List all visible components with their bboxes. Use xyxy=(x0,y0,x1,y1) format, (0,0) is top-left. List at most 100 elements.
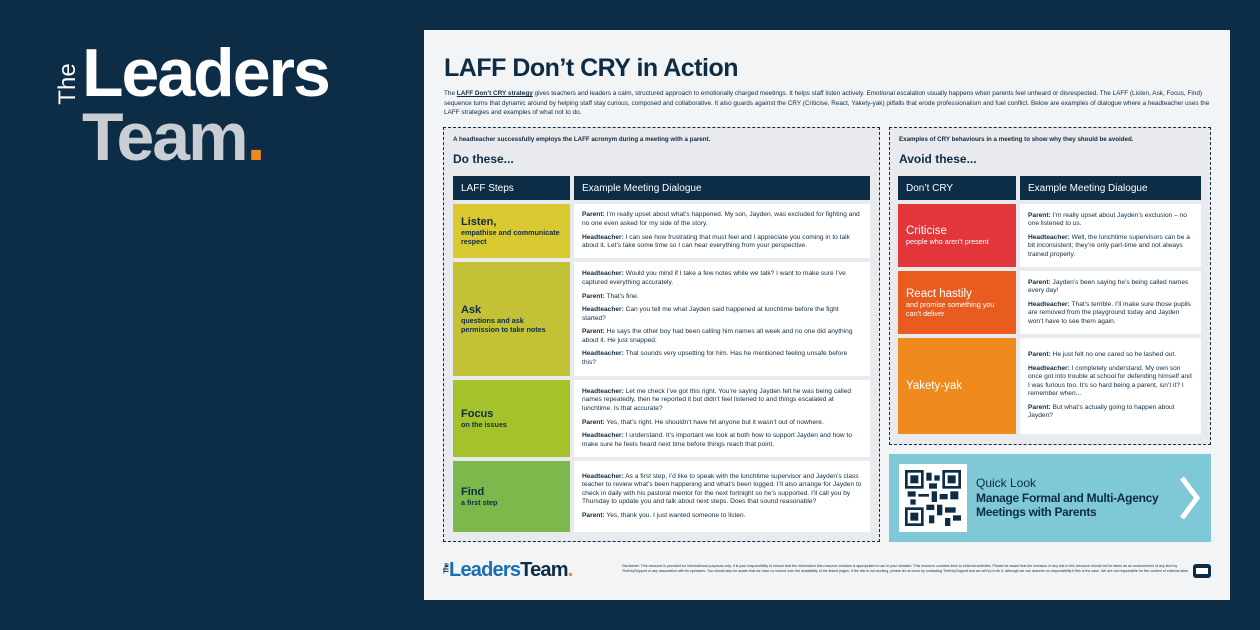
step-name: Listen, xyxy=(461,216,497,228)
step-cell: Yakety-yak xyxy=(898,338,1016,434)
column-header: LAFF Steps xyxy=(453,176,570,200)
dialogue-cell: Parent: I’m really upset about what’s ha… xyxy=(574,204,870,258)
step-detail: a first step xyxy=(461,498,498,507)
dialogue-line: Parent: I’m really upset about what’s ha… xyxy=(582,211,862,228)
speaker: Parent: xyxy=(1028,350,1051,358)
step-cell: Criticise people who aren’t present xyxy=(898,204,1016,267)
footer-logo-the: The xyxy=(443,563,451,574)
table-row: Yakety-yak Parent: He just felt no one ca… xyxy=(898,338,1201,434)
dialogue-line: Headteacher: That sounds very upsetting … xyxy=(582,350,862,367)
strategy-link[interactable]: LAFF Don’t CRY strategy xyxy=(456,90,533,97)
speaker: Headteacher: xyxy=(582,306,624,314)
dialogue-line: Headteacher: Well, the lunchtime supervi… xyxy=(1028,234,1193,260)
intro-text: The xyxy=(444,90,457,97)
speech: Can you tell me what Jayden said happene… xyxy=(582,306,839,322)
dialogue-line: Headteacher: As a first step, I’d like t… xyxy=(582,473,862,507)
step-detail: and promise something you can’t deliver xyxy=(906,299,995,318)
dialogue-line: Parent: He says the other boy had been c… xyxy=(582,328,862,345)
step-detail: questions and ask permission to take not… xyxy=(461,316,546,334)
dialogue-line: Parent: But what’s actually going to hap… xyxy=(1028,404,1193,421)
qr-code xyxy=(899,464,967,532)
dialogue-line: Headteacher: Let me check I’ve got this … xyxy=(582,388,862,414)
step-cell: Ask questions and ask permission to take … xyxy=(453,262,570,376)
doc-title: LAFF Don’t CRY in Action xyxy=(444,54,738,82)
avoid-section: Examples of CRY behaviours in a meeting … xyxy=(889,127,1211,445)
speaker: Headteacher: xyxy=(582,387,624,395)
step-cell: React hastily and promise something you c… xyxy=(898,271,1016,334)
speech: But what’s actually going to happen abou… xyxy=(1028,403,1175,420)
dialogue-cell: Parent: He just felt no one cared so he … xyxy=(1020,338,1201,434)
brand-team-word: Team xyxy=(82,99,249,175)
disclaimer: Disclaimer: This resource is provided fo… xyxy=(622,564,1189,573)
table-row: Ask questions and ask permission to take … xyxy=(453,262,870,376)
column-header: Don’t CRY xyxy=(898,176,1016,200)
speech: I’m really upset about what’s happened. … xyxy=(582,211,860,227)
quick-look-label: Quick Look xyxy=(976,476,1037,490)
footer-logo-team: Team xyxy=(520,559,568,581)
intro: The LAFF Don’t CRY strategy gives teache… xyxy=(444,89,1216,118)
dialogue-line: Parent: Jayden’s been saying he’s being … xyxy=(1028,279,1193,296)
speech: I understand. It’s important we look at … xyxy=(582,432,853,448)
footer-logo: TheLeadersTeam. xyxy=(442,559,574,582)
step-cell: Listen, empathise and communicate respect xyxy=(453,204,570,258)
dialogue-cell: Headteacher: Let me check I’ve got this … xyxy=(574,380,870,457)
footer-logo-leaders: Leaders xyxy=(449,559,521,581)
speech: That’s terrible. I’ll make sure those pu… xyxy=(1028,300,1191,325)
column-header: Example Meeting Dialogue xyxy=(574,176,870,200)
caption: Examples of CRY behaviours in a meeting … xyxy=(899,136,1134,143)
qr-graphic xyxy=(905,470,961,526)
dialogue-line: Parent: He just felt no one cared so he … xyxy=(1028,351,1193,360)
dialogue-line: Headteacher: Can you tell me what Jayden… xyxy=(582,306,862,323)
speaker: Headteacher: xyxy=(1028,300,1070,308)
speech: I completely understand. My own son once… xyxy=(1028,364,1192,398)
dialogue-line: Headteacher: I understand. It’s importan… xyxy=(582,432,862,449)
speech: As a first step, I’d like to speak with … xyxy=(582,472,862,506)
step-name: React hastily xyxy=(906,287,972,300)
table-row: Find a first step Headteacher: As a first … xyxy=(453,461,870,532)
speech: Well, the lunchtime supervisors can be a… xyxy=(1028,233,1190,258)
step-name: Ask xyxy=(461,304,482,316)
table-row: Criticise people who aren’t present Parent… xyxy=(898,204,1201,267)
speaker: Parent: xyxy=(582,511,605,519)
speech: He just felt no one cared so he lashed o… xyxy=(1050,350,1177,358)
speaker: Headteacher: xyxy=(582,432,624,440)
step-cell: Find a first step xyxy=(453,461,570,532)
speaker: Parent: xyxy=(1028,403,1051,411)
dialogue-cell: Parent: Jayden’s been saying he’s being … xyxy=(1020,271,1201,334)
speaker: Parent: xyxy=(582,292,605,300)
brand-the: The xyxy=(54,63,81,105)
speech: I’m really upset about Jayden’s exclusio… xyxy=(1028,211,1187,228)
step-name: Find xyxy=(461,486,485,498)
speaker: Parent: xyxy=(1028,278,1051,286)
dialogue-cell: Headteacher: As a first step, I’d like t… xyxy=(574,461,870,532)
speech: He says the other boy had been calling h… xyxy=(582,328,853,344)
brand-leaders: Leaders xyxy=(82,35,331,111)
speech: That’s fine. xyxy=(604,292,639,300)
dialogue-line: Headteacher: I can see how frustrating t… xyxy=(582,234,862,251)
speech: Would you mind if I take a few notes whi… xyxy=(582,270,846,286)
chevron xyxy=(1180,476,1201,520)
step-name: Focus xyxy=(461,408,494,420)
dialogue-cell: Parent: I’m really upset about Jayden’s … xyxy=(1020,204,1201,267)
caption: A headteacher successfully employs the L… xyxy=(453,136,711,143)
brand-dot: . xyxy=(246,99,266,175)
step-cell: Focus on the issues xyxy=(453,380,570,457)
speaker: Headteacher: xyxy=(582,233,624,241)
speech: Jayden’s been saying he’s being called n… xyxy=(1028,278,1189,295)
speaker: Parent: xyxy=(582,211,605,219)
table-row: Focus on the issues Headteacher: Let me ch… xyxy=(453,380,870,457)
dialogue-line: Parent: Yes, thank you. I just wanted so… xyxy=(582,512,862,521)
speech: That sounds very upsetting for him. Has … xyxy=(582,350,848,367)
table-row: React hastily and promise something you c… xyxy=(898,271,1201,334)
speech: I can see how frustrating that must feel… xyxy=(582,233,850,250)
quick-look-title: Manage Formal and Multi-Agency Meetings … xyxy=(976,491,1159,519)
dialogue-cell: Headteacher: Would you mind if I take a … xyxy=(574,262,870,376)
section-heading: Avoid these... xyxy=(899,152,977,166)
dialogue-line: Headteacher: That’s terrible. I’ll make … xyxy=(1028,301,1193,327)
speaker: Headteacher: xyxy=(582,350,624,358)
step-detail: empathise and communicate respect xyxy=(461,228,560,246)
footer-icon xyxy=(1193,564,1211,578)
table-row: Listen, empathise and communicate respect… xyxy=(453,204,870,258)
brand-team: Team. xyxy=(82,98,266,176)
quick-look[interactable]: Quick Look Manage Formal and Multi-Agenc… xyxy=(889,454,1211,542)
